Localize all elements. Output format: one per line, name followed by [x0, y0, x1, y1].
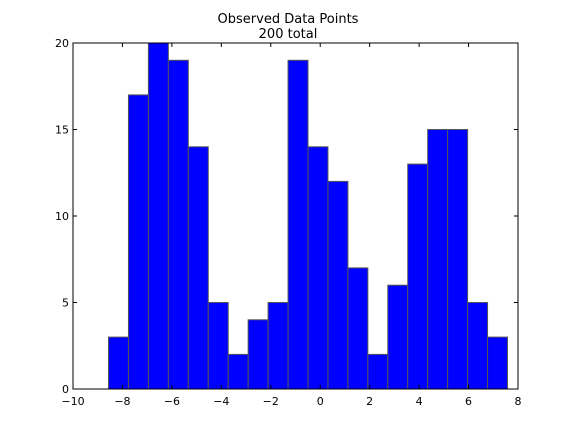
histogram-bar-16	[427, 129, 449, 390]
x-tick-label: −4	[213, 395, 229, 408]
y-tick-label: 5	[62, 297, 69, 310]
histogram-bar-19	[487, 336, 508, 390]
x-tick-label: −10	[61, 395, 84, 408]
x-tick-label: 6	[465, 395, 472, 408]
histogram-bar-18	[467, 302, 489, 390]
x-tick-label: 2	[366, 395, 373, 408]
x-tick-label: 0	[317, 395, 324, 408]
histogram-bar-12	[347, 267, 369, 390]
histogram-bar-11	[327, 180, 349, 390]
histogram-bar-1	[127, 94, 149, 390]
axis-ticks-group: −10 −8 −6 −4 −2 0 2 4 6 8 0 5 10 15 20	[55, 37, 522, 408]
y-tick-label: 20	[55, 37, 69, 50]
histogram-bar-2	[147, 42, 169, 390]
histogram-bar-5	[207, 302, 229, 390]
histogram-bar-15	[407, 163, 429, 390]
chart-title: Observed Data Points	[218, 12, 359, 27]
y-tick-label: 10	[55, 210, 69, 223]
chart-subtitle: 200 total	[259, 27, 318, 42]
histogram-bar-13	[367, 353, 389, 390]
bars-group	[108, 42, 508, 390]
y-tick-label: 0	[62, 383, 69, 396]
x-tick-label: −8	[114, 395, 130, 408]
x-tick-label: 4	[416, 395, 423, 408]
histogram-bar-3	[167, 59, 189, 390]
histogram-bar-7	[247, 319, 269, 390]
histogram-bar-6	[227, 353, 249, 390]
x-tick-label: −6	[164, 395, 180, 408]
histogram-bar-0	[108, 336, 129, 390]
histogram-bar-8	[267, 302, 289, 390]
histogram-bar-10	[307, 146, 329, 390]
histogram-bar-17	[447, 129, 469, 390]
histogram-bar-14	[387, 284, 409, 390]
x-tick-label: −2	[263, 395, 279, 408]
histogram-bar-4	[187, 146, 209, 390]
histogram-bar-9	[287, 59, 309, 390]
x-tick-label: 8	[515, 395, 522, 408]
y-tick-label: 15	[55, 124, 69, 137]
